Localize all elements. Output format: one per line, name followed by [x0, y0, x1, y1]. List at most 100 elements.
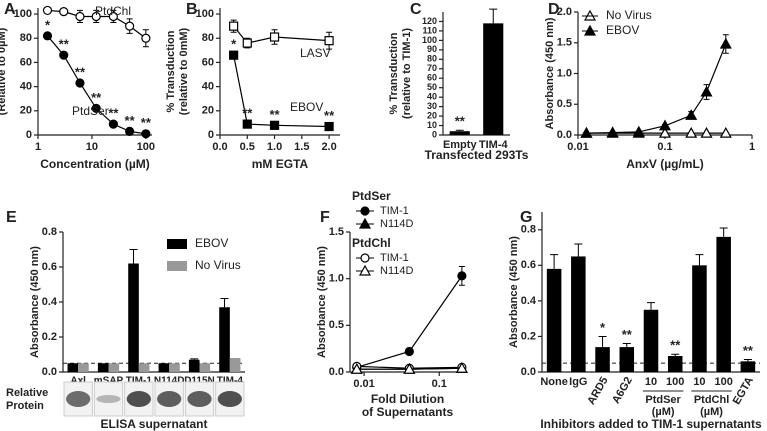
legend-label: N114D — [380, 218, 413, 230]
series-line — [586, 43, 727, 134]
x-axis-label: Concentration (µM) — [40, 157, 150, 171]
y-tick-label: 90 — [427, 44, 437, 54]
legend-label: No Virus — [195, 258, 241, 272]
series-label: PtdChl — [95, 4, 131, 18]
y-tick-label: 0.0 — [42, 366, 57, 378]
y-tick-label: 10 — [427, 120, 437, 130]
y-tick-label: 0.8 — [42, 226, 57, 238]
y-tick-label: 0.2 — [521, 330, 536, 342]
bar — [97, 363, 109, 372]
marker — [42, 31, 53, 41]
marker — [632, 125, 645, 137]
significance: ** — [125, 113, 136, 128]
x-tick-label: TIM-4 — [217, 376, 244, 387]
marker — [59, 7, 69, 17]
bar — [692, 265, 707, 372]
marker — [242, 119, 252, 129]
marker — [242, 38, 252, 48]
marker — [360, 253, 370, 263]
y-tick-label: 0 — [208, 129, 214, 141]
y-tick-label: 40 — [202, 81, 214, 93]
y-tick-label: 60 — [202, 56, 214, 68]
marker — [606, 126, 619, 138]
marker — [91, 11, 101, 22]
marker — [59, 50, 69, 60]
bar — [188, 359, 200, 372]
y-tick-label: 110 — [422, 25, 437, 35]
legend-label: No Virus — [606, 8, 652, 22]
y-tick-label: 80 — [20, 32, 32, 44]
panel-letter: C — [410, 1, 422, 18]
y-axis-label: (Relative to 0µM) — [0, 27, 8, 115]
y-tick-label: 60 — [427, 73, 437, 83]
y-tick-label: 0.6 — [42, 261, 57, 273]
y-tick-label: 40 — [427, 92, 437, 102]
bar — [219, 307, 230, 372]
marker — [404, 346, 414, 357]
marker — [141, 33, 151, 43]
x-tick-label: Empty — [443, 139, 478, 151]
x-tick-label: ARD5 — [585, 375, 610, 407]
x-tick-label: 0.0 — [212, 141, 227, 153]
x-tick-label: D115N — [184, 376, 215, 387]
marker — [658, 126, 672, 138]
marker — [108, 119, 118, 129]
marker — [324, 36, 334, 46]
significance: ** — [269, 107, 280, 122]
y-axis-label: (relative to 0mM) — [178, 27, 190, 115]
blot-band — [187, 391, 212, 407]
significance: ** — [59, 37, 70, 52]
x-axis-label: ELISA supernatant — [101, 417, 208, 431]
y-axis-label: (relative to TIM-1) — [401, 28, 413, 119]
legend-label: EBOV — [606, 23, 639, 37]
marker — [358, 264, 372, 276]
y-tick-label: 20 — [427, 110, 437, 120]
x-tick-label: 10 — [86, 141, 98, 153]
y-tick-label: 0 — [432, 129, 437, 139]
y-axis-label: Absorbance (450 nm) — [508, 236, 520, 348]
error-bar — [719, 227, 728, 237]
x-tick-label: 100 — [714, 376, 732, 388]
significance: ** — [324, 108, 335, 123]
group-label: PtdChl — [694, 394, 729, 406]
marker — [403, 362, 416, 374]
y-tick-label: 0.2 — [42, 331, 57, 343]
y-tick-label: 0 — [26, 129, 32, 141]
significance: ** — [743, 343, 754, 358]
y-tick-label: 0.0 — [329, 366, 344, 378]
x-axis-label: mM EGTA — [252, 157, 309, 171]
bar — [483, 23, 504, 136]
y-tick-label: 1.5 — [557, 37, 572, 49]
significance: ** — [91, 90, 102, 105]
legend-label: TIM-1 — [380, 205, 409, 217]
marker — [358, 217, 372, 229]
blot-band — [126, 391, 151, 407]
bar — [546, 268, 562, 372]
bar — [449, 131, 470, 135]
x-tick-label: 1 — [35, 141, 41, 153]
error-bar — [190, 358, 199, 360]
marker — [700, 126, 713, 138]
y-tick-label: 1.5 — [329, 226, 344, 238]
marker — [229, 21, 239, 31]
x-axis-label: Inhibitors added to TIM-1 supernatants — [540, 417, 762, 431]
series-line — [233, 55, 330, 128]
y-tick-label: 30 — [427, 101, 437, 111]
marker — [580, 126, 593, 138]
y-tick-label: 2.0 — [557, 6, 572, 18]
marker — [75, 11, 85, 22]
marker — [75, 78, 85, 88]
y-tick-label: 100 — [422, 35, 437, 45]
bar — [67, 363, 79, 372]
error-bar — [695, 254, 704, 266]
y-tick-label: 80 — [202, 32, 214, 44]
y-tick-label: 60 — [20, 56, 32, 68]
panel-letter: A — [4, 1, 16, 18]
marker — [700, 85, 713, 97]
bar — [78, 363, 89, 372]
marker — [125, 126, 135, 136]
legend-swatch — [167, 261, 187, 271]
significance: ** — [75, 64, 86, 79]
row-label: Relative — [6, 387, 48, 399]
x-tick-label: 1.0 — [267, 141, 282, 153]
